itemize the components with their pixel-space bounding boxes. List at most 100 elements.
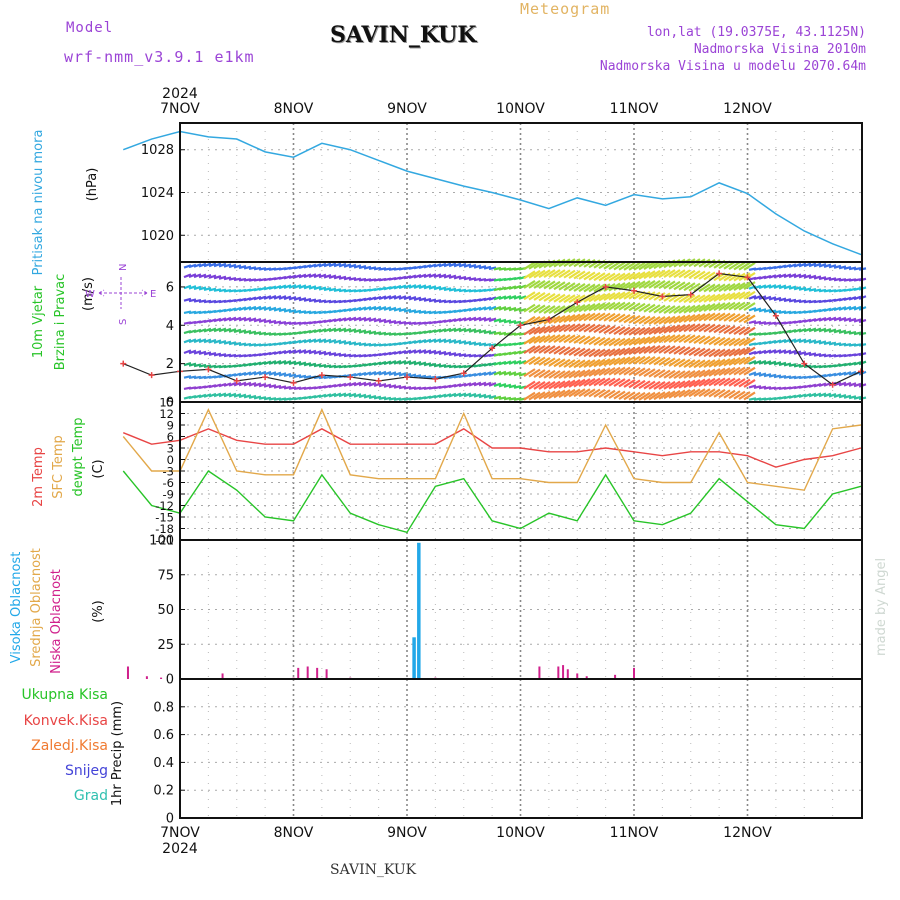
wind-arrow <box>343 382 352 387</box>
wind-arrow <box>333 352 342 357</box>
wind-arrow <box>683 294 696 304</box>
wind-arrow <box>338 317 347 322</box>
temp-axis-title-3: dewpt Temp <box>71 417 86 496</box>
wind-arrow <box>713 367 726 377</box>
wind-arrow <box>608 390 621 400</box>
wind-arrow <box>423 297 432 302</box>
wind-speed-point <box>602 283 609 290</box>
wind-arrow <box>623 302 636 311</box>
wind-arrow <box>733 366 746 376</box>
wind-arrow <box>593 293 606 302</box>
wind-arrow <box>623 326 636 336</box>
wind-arrow <box>448 318 457 323</box>
wind-arrow <box>788 363 797 368</box>
wind-arrow <box>473 328 482 334</box>
wind-arrow <box>473 277 482 282</box>
wind-arrow <box>373 382 382 388</box>
wind-arrow <box>543 334 556 344</box>
wind-arrow <box>398 349 407 355</box>
wind-arrow <box>583 312 596 322</box>
wind-arrow <box>558 346 571 356</box>
wind-arrow <box>738 261 751 271</box>
wind-arrow <box>698 378 711 387</box>
wind-arrow <box>493 331 502 336</box>
wind-arrow <box>523 291 536 301</box>
wind-arrow <box>523 261 536 271</box>
wind-arrow <box>728 357 741 366</box>
wind-arrow <box>318 363 327 368</box>
wind-arrow <box>573 270 586 280</box>
wind-arrow <box>388 360 397 365</box>
wind-arrow <box>413 284 422 289</box>
wind-arrow <box>723 348 736 358</box>
wind-arrow <box>338 327 347 333</box>
wind-arrow <box>588 271 601 281</box>
wind-arrow <box>733 282 746 291</box>
wind-arrow <box>848 382 857 387</box>
wind-arrow <box>513 284 522 290</box>
wind-arrow <box>563 370 576 379</box>
wind-arrow <box>618 337 631 347</box>
wind-arrow <box>358 342 367 347</box>
wind-arrow <box>588 283 601 293</box>
wind-arrow <box>573 388 586 398</box>
wind-arrow <box>468 328 477 333</box>
wind-arrow <box>413 273 422 279</box>
wind-arrow <box>438 328 447 333</box>
wind-speed-point <box>574 299 581 306</box>
wind-arrow <box>813 383 822 388</box>
precip-legend-item: Snijeg <box>65 763 108 779</box>
x-tick-label-top: 12NOV <box>723 101 772 117</box>
y-tick-label: 1020 <box>141 229 174 244</box>
wind-speed-point <box>205 366 212 373</box>
wind-arrow <box>703 303 716 312</box>
wind-arrow <box>453 392 462 398</box>
wind-arrow <box>678 389 691 398</box>
wind-arrow <box>708 336 721 346</box>
wind-arrow <box>423 375 432 379</box>
wind-arrow <box>248 371 257 376</box>
wind-arrow <box>693 313 706 322</box>
wind-arrow <box>253 361 262 366</box>
wind-arrow <box>418 361 427 366</box>
wind-arrow <box>263 360 272 366</box>
wind-arrow <box>728 261 741 271</box>
wind-arrow <box>643 380 656 390</box>
wind-arrow <box>298 339 307 344</box>
x-tick-label-bottom: 11NOV <box>610 825 659 841</box>
wind-arrow <box>548 293 561 303</box>
wind-arrow <box>183 375 192 379</box>
wind-arrow <box>398 321 407 325</box>
wind-arrow <box>698 294 711 303</box>
wind-arrow <box>498 396 507 401</box>
wind-arrow <box>678 346 691 356</box>
wind-arrow <box>258 295 267 301</box>
wind-arrow <box>648 368 661 378</box>
wind-arrow <box>758 385 767 390</box>
x-tick-label-top: 9NOV <box>387 101 427 117</box>
wind-arrow <box>453 262 462 268</box>
wind-arrow <box>478 371 487 377</box>
wind-arrow <box>668 280 681 290</box>
wind-arrow <box>203 338 212 344</box>
wind-arrow <box>833 277 842 282</box>
wind-arrow <box>628 290 641 300</box>
wind-arrow <box>243 371 252 377</box>
wind-arrow <box>678 281 691 291</box>
wind-arrow <box>683 359 696 368</box>
wind-arrow <box>328 327 337 333</box>
wind-arrow <box>663 334 676 344</box>
wind-arrow <box>623 366 636 376</box>
temp-series-2 <box>122 470 862 534</box>
wind-arrow <box>468 277 477 281</box>
wind-arrow <box>688 359 701 369</box>
wind-arrow <box>733 313 746 323</box>
wind-arrow <box>818 382 827 388</box>
wind-arrow <box>628 326 641 336</box>
wind-arrow <box>613 272 626 282</box>
wind-arrow <box>558 358 571 368</box>
wind-arrow <box>613 337 626 347</box>
wind-arrow <box>563 294 576 304</box>
x-tick-label-top: 8NOV <box>274 101 314 117</box>
wind-arrow <box>778 349 787 354</box>
